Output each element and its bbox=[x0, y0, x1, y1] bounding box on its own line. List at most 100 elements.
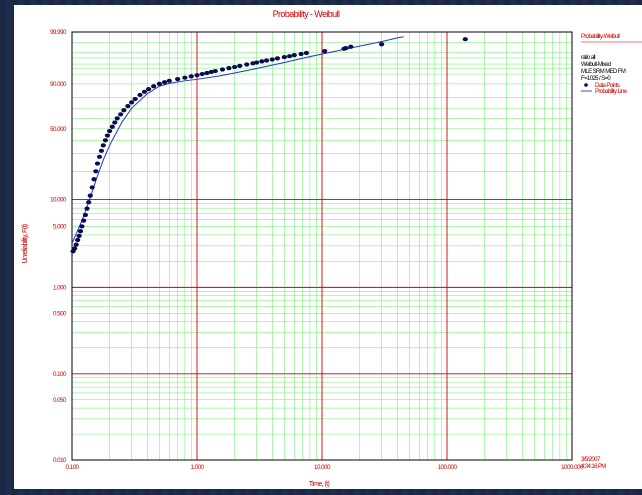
data-point bbox=[94, 161, 101, 166]
x-tick-label: 1000.000 bbox=[561, 464, 584, 471]
data-point bbox=[188, 74, 194, 79]
data-point bbox=[322, 49, 328, 54]
data-point bbox=[199, 71, 205, 77]
weibull-probability-chart: 0.010 0.050 0.100 0.500 1.000 5.000 10.000 50.0… bbox=[22, 9, 642, 488]
data-point bbox=[84, 206, 90, 211]
legend-line-3: MLE SRM MED FM bbox=[581, 69, 626, 75]
data-point bbox=[462, 37, 468, 42]
data-point bbox=[254, 60, 260, 65]
y-tick-label: 50.000 bbox=[50, 126, 67, 133]
data-point bbox=[77, 229, 84, 234]
legend-title: Probability-Weibull bbox=[581, 34, 619, 40]
data-point bbox=[91, 177, 97, 182]
major-grid bbox=[72, 32, 572, 460]
data-point bbox=[109, 124, 115, 129]
probability-line bbox=[71, 36, 404, 244]
data-point bbox=[194, 73, 200, 78]
data-point bbox=[204, 70, 210, 76]
data-point bbox=[132, 96, 138, 102]
y-tick-label: 90.000 bbox=[50, 81, 67, 88]
data-point bbox=[146, 87, 152, 92]
data-point bbox=[182, 75, 188, 80]
data-point bbox=[72, 246, 78, 251]
legend-data-points-label: Data Points bbox=[595, 83, 620, 89]
data-point bbox=[226, 66, 232, 71]
data-point bbox=[281, 55, 287, 60]
data-point bbox=[118, 112, 124, 117]
footer-time: 4:34:16 PM bbox=[581, 464, 606, 470]
data-point bbox=[79, 224, 85, 229]
data-point bbox=[114, 116, 120, 121]
data-point bbox=[343, 46, 349, 51]
legend-line-4: F=1025 / S=0 bbox=[581, 76, 611, 82]
footer-date: 3/5/2007 bbox=[581, 457, 601, 463]
chart-title: Probability - Weibull bbox=[273, 9, 340, 19]
data-point bbox=[96, 154, 103, 159]
data-point bbox=[86, 200, 92, 205]
legend-data-points-marker bbox=[584, 83, 588, 87]
data-point bbox=[87, 193, 93, 198]
data-point bbox=[89, 185, 95, 190]
plot-border bbox=[71, 31, 573, 461]
minor-grid bbox=[72, 32, 572, 460]
data-point bbox=[156, 81, 162, 87]
data-point bbox=[76, 233, 82, 238]
data-point bbox=[104, 133, 111, 138]
y-axis-label: Unreliability, F(t) bbox=[22, 224, 29, 263]
data-point bbox=[141, 89, 148, 94]
data-point bbox=[121, 108, 127, 113]
data-point bbox=[274, 56, 281, 61]
y-tick-label: 0.050 bbox=[53, 397, 67, 404]
data-point bbox=[107, 128, 113, 134]
chart-frame: 0.010 0.050 0.100 0.500 1.000 5.000 10.000 50.0… bbox=[14, 5, 642, 489]
data-point bbox=[166, 78, 172, 83]
y-tick-label: 1.000 bbox=[53, 285, 67, 292]
probability-line-series bbox=[71, 36, 404, 244]
data-point bbox=[81, 218, 87, 223]
legend-probability-line-label: Probability Line bbox=[595, 89, 628, 95]
data-point bbox=[137, 92, 143, 98]
data-point bbox=[232, 64, 238, 70]
data-point bbox=[98, 148, 105, 153]
data-point bbox=[219, 67, 226, 72]
data-point bbox=[303, 50, 309, 56]
data-point bbox=[348, 44, 354, 49]
data-point bbox=[125, 104, 131, 109]
legend-line-2: Weibull-Mixed bbox=[581, 62, 611, 68]
y-tick-label: 0.500 bbox=[53, 311, 67, 318]
y-tick-labels: 0.010 0.050 0.100 0.500 1.000 5.000 10.000 50.0… bbox=[50, 29, 67, 464]
data-point bbox=[263, 58, 270, 63]
data-points-series bbox=[70, 37, 468, 254]
data-point bbox=[175, 77, 181, 82]
legend-line-1: ratio all bbox=[581, 55, 595, 61]
x-tick-label: 10.000 bbox=[314, 464, 331, 471]
x-tick-label: 1.000 bbox=[191, 464, 205, 471]
data-point bbox=[379, 42, 385, 47]
data-point bbox=[237, 63, 243, 68]
data-point bbox=[298, 51, 304, 57]
y-tick-label: 5.000 bbox=[53, 224, 67, 231]
data-point bbox=[269, 57, 275, 62]
data-point bbox=[291, 53, 297, 58]
data-point bbox=[151, 84, 157, 89]
y-tick-label: 0.010 bbox=[53, 457, 67, 464]
y-tick-label: 0.100 bbox=[53, 371, 67, 378]
y-tick-label: 99.990 bbox=[50, 29, 67, 36]
y-tick-label: 10.000 bbox=[50, 197, 67, 204]
data-point bbox=[212, 68, 218, 74]
data-point bbox=[208, 69, 214, 75]
data-point bbox=[244, 62, 250, 67]
data-point bbox=[286, 54, 293, 59]
data-point bbox=[82, 212, 88, 218]
data-point bbox=[102, 138, 108, 143]
x-axis-label: Time, (t) bbox=[309, 481, 330, 488]
data-point bbox=[112, 120, 118, 125]
data-point bbox=[93, 169, 99, 174]
data-point bbox=[161, 80, 168, 85]
data-point bbox=[129, 100, 135, 105]
data-point bbox=[73, 242, 79, 247]
x-tick-label: 100.000 bbox=[438, 464, 458, 471]
x-tick-label: 0.100 bbox=[66, 464, 80, 471]
data-point bbox=[100, 143, 106, 148]
x-tick-labels: 0.100 1.000 10.000 100.000 1000.000 bbox=[66, 464, 585, 471]
